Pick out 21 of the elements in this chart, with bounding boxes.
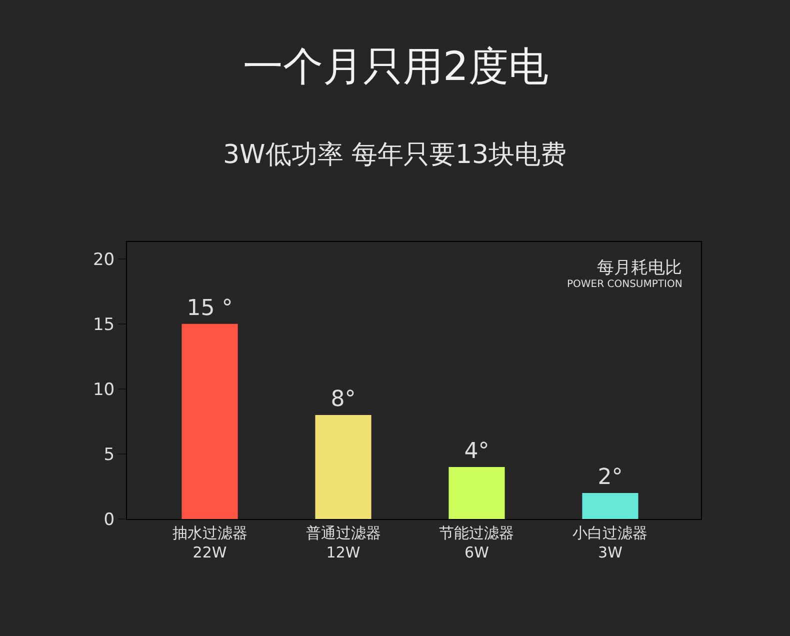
y-tick-label: 10 (92, 380, 115, 400)
y-tick-label: 20 (92, 250, 115, 270)
chart-subtitle: 3W低功率 每年只要13块电费 (223, 140, 567, 170)
annotation: POWER CONSUMPTION (567, 279, 682, 290)
y-tick-label: 5 (104, 444, 115, 465)
data-label: 15 ° (186, 296, 233, 321)
data-label: 4° (464, 438, 490, 464)
data-label: 8° (330, 386, 356, 412)
annotation: 每月耗电比 (597, 258, 682, 278)
x-tick-label: 小白过滤器 3W (572, 524, 648, 562)
chart-title: 一个月只用2度电 (243, 44, 548, 90)
y-tick-label: 0 (104, 510, 115, 530)
bar (315, 414, 372, 519)
bar (182, 324, 238, 519)
bar (448, 466, 505, 519)
x-tick-label: 普通过滤器 12W (306, 524, 381, 562)
bar (582, 492, 638, 519)
x-tick-label: 节能过滤器 6W (439, 524, 514, 562)
data-label: 2° (598, 464, 623, 490)
x-tick-label: 抽水过滤器 22W (172, 524, 248, 562)
y-tick-label: 15 (92, 314, 115, 335)
